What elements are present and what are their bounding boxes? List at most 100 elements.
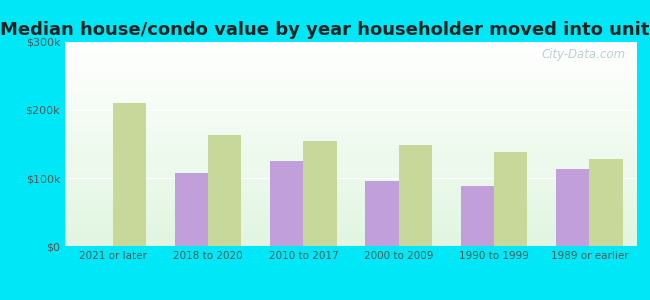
Bar [65,82,637,83]
Bar [65,196,637,197]
Bar [65,229,637,230]
Bar [65,146,637,147]
Bar [65,54,637,55]
Bar [65,152,637,153]
Bar [65,137,637,138]
Bar [65,150,637,151]
Bar [65,240,637,241]
Bar [65,134,637,135]
Bar [65,181,637,182]
Bar [65,56,637,57]
Bar [65,75,637,76]
Bar [65,212,637,213]
Bar [65,109,637,110]
Bar [65,230,637,231]
Bar [65,180,637,181]
Bar [65,74,637,75]
Text: City-Data.com: City-Data.com [541,48,625,61]
Bar [65,153,637,154]
Bar [65,131,637,132]
Bar [65,93,637,94]
Bar [65,157,637,158]
Bar [65,165,637,166]
Bar [65,154,637,155]
Bar [65,183,637,184]
Bar [65,103,637,104]
Bar [65,43,637,44]
Bar [65,231,637,232]
Bar [65,133,637,134]
Bar [65,164,637,165]
Bar [65,178,637,179]
Bar [65,106,637,107]
Bar [65,121,637,122]
Bar [175,173,208,246]
Bar [65,68,637,70]
Bar [65,127,637,128]
Bar [65,156,637,157]
Bar [65,216,637,217]
Bar [65,126,637,127]
Bar [65,228,637,229]
Bar [65,45,637,46]
Bar [65,215,637,216]
Bar [65,72,637,73]
Bar [65,179,637,180]
Bar [65,242,637,243]
Bar [65,202,637,203]
Bar [65,70,637,72]
Bar [65,87,637,88]
Bar [65,46,637,47]
Bar [461,186,494,246]
Bar [65,53,637,54]
Bar [65,98,637,99]
Bar [65,190,637,191]
Bar [65,51,637,52]
Bar [65,194,637,195]
Bar [65,108,637,109]
Bar [65,78,637,79]
Bar [65,155,637,156]
Bar [65,90,637,91]
Bar [65,198,637,199]
Bar [65,188,637,189]
Bar [65,208,637,209]
Bar [65,60,637,62]
Bar [65,159,637,160]
Bar [65,213,637,214]
Bar [65,132,637,133]
Bar [65,47,637,48]
Bar [65,138,637,139]
Bar [208,135,241,246]
Bar [65,158,637,159]
Bar [65,42,637,43]
Bar [65,185,637,186]
Bar [65,88,637,89]
Bar [65,67,637,68]
Bar [65,195,637,196]
Bar [65,176,637,177]
Bar [65,119,637,121]
Bar [65,203,637,204]
Bar [65,220,637,221]
Bar [65,239,637,240]
Bar [65,210,637,211]
Bar [365,181,398,246]
Bar [65,200,637,201]
Bar [65,92,637,93]
Bar [65,52,637,53]
Bar [65,49,637,50]
Bar [65,201,637,202]
Bar [65,64,637,65]
Bar [65,209,637,210]
Bar [65,110,637,111]
Bar [65,99,637,100]
Bar [65,50,637,51]
Bar [65,160,637,161]
Bar [65,143,637,144]
Bar [65,113,637,114]
Bar [65,149,637,150]
Bar [65,197,637,198]
Bar [65,112,637,113]
Bar [65,148,637,149]
